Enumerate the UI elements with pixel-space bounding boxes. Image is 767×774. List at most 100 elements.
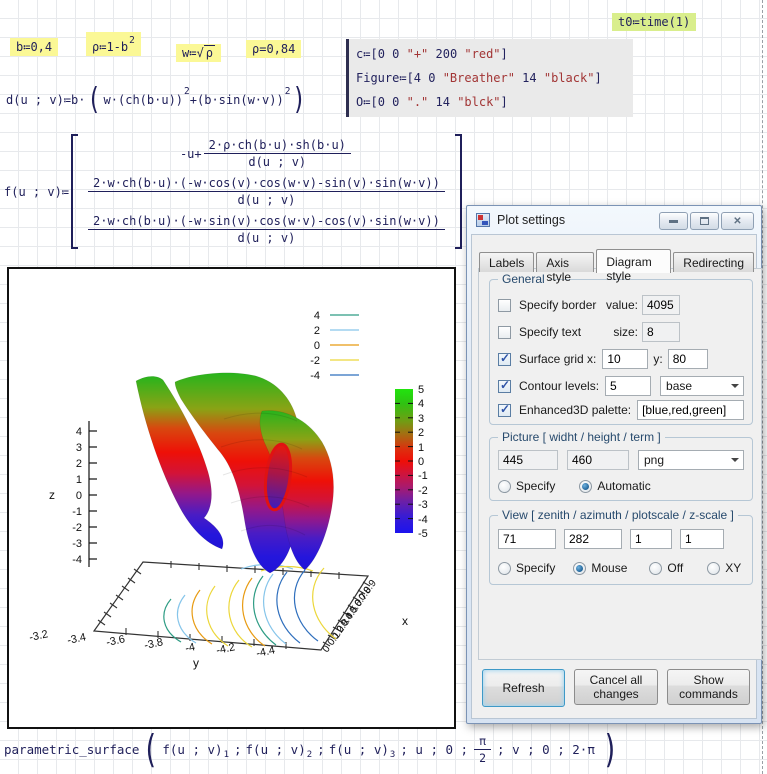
matrix-bracket-right bbox=[454, 134, 462, 249]
formula-w-definition[interactable]: w≔√ ρ bbox=[176, 44, 221, 62]
x-axis-title: x bbox=[402, 614, 408, 628]
code-line-o: O≔[0 0 "." 14 "blck"] bbox=[356, 95, 508, 109]
y-axis-title: y bbox=[193, 656, 199, 670]
formula-d-definition[interactable]: d(u ; v)≔b· ( w·(ch(b·u)) 2 +(b·sin(w·v))… bbox=[6, 82, 307, 117]
svg-text:-3.4: -3.4 bbox=[66, 631, 87, 647]
code-line-c: c≔[0 0 "+" 200 "red"] bbox=[356, 47, 508, 61]
border-value-input[interactable] bbox=[642, 295, 680, 315]
plot-region[interactable]: 4 2 0 -2 -4 5 4 3 2 1 0 bbox=[7, 267, 456, 729]
contour-levels-input[interactable] bbox=[605, 376, 652, 396]
specify-text-checkbox[interactable] bbox=[498, 325, 511, 339]
maximize-button[interactable] bbox=[690, 212, 719, 230]
view-mouse-radio[interactable] bbox=[573, 561, 587, 575]
view-xy-radio[interactable] bbox=[707, 561, 721, 575]
specify-text-label: Specify text bbox=[519, 325, 582, 339]
svg-text:1: 1 bbox=[418, 442, 424, 454]
svg-text:-3.6: -3.6 bbox=[105, 633, 126, 649]
show-commands-button[interactable]: Show commands bbox=[667, 669, 750, 705]
svg-text:4: 4 bbox=[418, 398, 424, 410]
picture-specify-radio[interactable] bbox=[498, 479, 511, 493]
group-view-title: View [ zenith / azimuth / plotscale / z-… bbox=[498, 508, 738, 522]
tab-redirecting[interactable]: Redirecting bbox=[673, 252, 754, 272]
minimize-button[interactable] bbox=[659, 212, 688, 230]
group-picture-title: Picture [ widht / height / term ] bbox=[498, 430, 665, 444]
svg-text:-4.4: -4.4 bbox=[255, 644, 276, 660]
base-plane: -3.2 -3.4 -3.6 -3.8 -4 -4.2 -4.4 y 0 0.1… bbox=[28, 561, 408, 670]
svg-text:-2: -2 bbox=[418, 485, 428, 497]
tabpage-diagram-style: General Specify border value: Specify te… bbox=[478, 268, 762, 660]
open-paren: ( bbox=[87, 82, 102, 117]
formula-f-definition[interactable]: f(u ; v)≔ -u+ 2·ρ·ch(b·u)·sh(b·u) d(u ; v… bbox=[4, 134, 462, 249]
svg-text:0: 0 bbox=[76, 490, 82, 502]
surface-grid-x-input[interactable] bbox=[602, 349, 649, 369]
view-azimuth-input[interactable] bbox=[564, 529, 622, 549]
picture-height-input[interactable] bbox=[567, 450, 629, 470]
open-paren: ( bbox=[142, 727, 159, 771]
dialog-titlebar[interactable]: Plot settings bbox=[467, 206, 761, 234]
formula-b-definition[interactable]: b≔0,4 bbox=[10, 38, 59, 56]
svg-text:-3.8: -3.8 bbox=[143, 636, 164, 652]
text-size-input[interactable] bbox=[642, 322, 680, 342]
view-zenith-input[interactable] bbox=[498, 529, 556, 549]
contour-mode-combobox[interactable]: base bbox=[660, 376, 744, 396]
specify-border-label: Specify border bbox=[519, 298, 597, 312]
view-specify-label: Specify bbox=[516, 561, 556, 575]
value-label: value: bbox=[605, 298, 638, 312]
picture-width-input[interactable] bbox=[498, 450, 558, 470]
svg-text:5: 5 bbox=[418, 384, 424, 396]
picture-term-combobox[interactable]: png bbox=[638, 450, 744, 470]
cancel-all-changes-button[interactable]: Cancel all changes bbox=[574, 669, 658, 705]
view-specify-radio[interactable] bbox=[498, 561, 511, 575]
row-contour-levels: Contour levels: base bbox=[498, 376, 744, 396]
plot-canvas: 4 2 0 -2 -4 5 4 3 2 1 0 bbox=[28, 310, 428, 670]
picture-specify-label: Specify bbox=[516, 479, 556, 493]
surface-grid-label: Surface grid x: bbox=[519, 352, 597, 366]
t0-def-text: t0≔time(1) bbox=[618, 15, 691, 29]
picture-automatic-radio[interactable] bbox=[579, 479, 593, 493]
enhanced3d-palette-checkbox[interactable] bbox=[498, 402, 511, 417]
surface-left-tail bbox=[135, 376, 224, 550]
tab-diagram-style[interactable]: Diagram style bbox=[596, 249, 672, 283]
w-def-lhs: w≔ bbox=[182, 46, 197, 60]
surface-grid-checkbox[interactable] bbox=[498, 351, 511, 366]
code-block-plot-options[interactable]: c≔[0 0 "+" 200 "red"] Figure≔[4 0 "Breat… bbox=[346, 39, 633, 117]
svg-text:2: 2 bbox=[76, 458, 82, 470]
row-surface-grid: Surface grid x: y: bbox=[498, 349, 744, 369]
group-general: General Specify border value: Specify te… bbox=[489, 272, 753, 425]
formula-rho-evaluation[interactable]: ρ=0,84 bbox=[246, 40, 302, 58]
svg-text:4: 4 bbox=[314, 310, 320, 322]
tab-axis-style[interactable]: Axis style bbox=[536, 252, 595, 284]
contour-levels-checkbox[interactable] bbox=[498, 378, 511, 393]
z-axis-title: z bbox=[49, 488, 55, 502]
group-view: View [ zenith / azimuth / plotscale / z-… bbox=[489, 508, 753, 585]
close-paren: ) bbox=[602, 727, 619, 771]
svg-text:-1: -1 bbox=[72, 506, 82, 518]
view-xy-label: XY bbox=[725, 561, 742, 575]
enhanced3d-palette-label: Enhanced3D palette: bbox=[519, 403, 632, 417]
view-mouse-label: Mouse bbox=[591, 561, 628, 575]
view-plotscale-input[interactable] bbox=[630, 529, 672, 549]
b-def-text: b≔0,4 bbox=[16, 40, 53, 54]
enhanced3d-palette-input[interactable] bbox=[637, 400, 744, 420]
refresh-button[interactable]: Refresh bbox=[482, 669, 565, 707]
row-specify-text: Specify text size: bbox=[498, 322, 744, 342]
svg-text:-3: -3 bbox=[418, 499, 428, 511]
surface-grid-y-input[interactable] bbox=[667, 349, 708, 369]
close-button[interactable]: ✕ bbox=[721, 212, 754, 230]
tab-labels[interactable]: Labels bbox=[479, 252, 535, 272]
view-off-radio[interactable] bbox=[649, 561, 663, 575]
group-general-title: General bbox=[498, 272, 549, 286]
minimize-icon bbox=[669, 219, 678, 223]
svg-text:0: 0 bbox=[321, 643, 333, 655]
dialog-title: Plot settings bbox=[497, 213, 566, 227]
formula-rho-definition[interactable]: ρ≔1-b2 bbox=[86, 32, 141, 56]
row-picture-mode: Specify Automatic bbox=[498, 476, 744, 496]
view-zscale-input[interactable] bbox=[680, 529, 724, 549]
formula-parametric-surface-call[interactable]: parametric_surface ( f(u ; v) 1 ; f(u ; v… bbox=[4, 727, 619, 771]
svg-text:-4: -4 bbox=[184, 641, 196, 655]
specify-border-checkbox[interactable] bbox=[498, 298, 511, 312]
svg-text:2: 2 bbox=[314, 325, 320, 337]
formula-t0-definition[interactable]: t0≔time(1) bbox=[612, 13, 697, 31]
page-break-line bbox=[762, 0, 763, 774]
row-view-values bbox=[498, 529, 744, 549]
